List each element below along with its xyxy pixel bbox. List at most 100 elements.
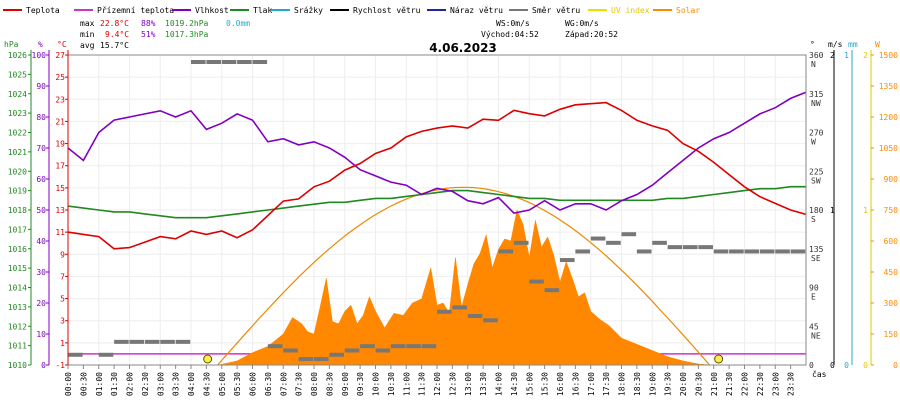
wind-direction-mark [175, 339, 191, 344]
axis-pressure-label: 1017 [8, 225, 27, 234]
legend-item-srazky[interactable]: Srážky [271, 6, 323, 15]
wind-direction-mark [252, 60, 268, 64]
x-tick-label: 05:00 [218, 372, 227, 396]
wind-direction-mark [283, 348, 298, 353]
axis-uv-label: 2 [863, 51, 868, 60]
legend-item-uv-index[interactable]: UV index [588, 6, 650, 15]
legend-item-rychlost-vetru[interactable]: Rychlost větru [330, 6, 421, 15]
axis-temperature-label: 7 [60, 272, 65, 281]
stat-sunrise: Východ:04:52 [481, 30, 539, 39]
legend-label: Rychlost větru [353, 6, 421, 15]
legend-item-smer-vetru[interactable]: Směr větru [509, 6, 580, 15]
x-tick-label: 20:00 [679, 372, 688, 396]
x-tick-label: 10:00 [372, 372, 381, 396]
series-pressure [67, 185, 806, 219]
wind-direction-mark [621, 232, 637, 237]
sunset-marker [714, 354, 724, 364]
legend-label: Tlak [253, 6, 272, 15]
legend: Teplota Přízemní teplota Vlhkost Tlak Sr… [3, 6, 700, 15]
x-tick-label: 03:30 [172, 372, 181, 396]
axis-uv-label: 1 [863, 206, 868, 215]
wind-direction-mark [206, 60, 221, 64]
x-tick-label: 02:00 [126, 372, 135, 396]
axis-rain-label: 1 [844, 51, 849, 60]
x-tick-label: 01:30 [110, 372, 119, 396]
axis-solar-label: 1050 [879, 144, 898, 153]
axis-humidity-label: 40 [36, 237, 46, 246]
wind-direction-mark [775, 249, 790, 254]
wind-direction-mark [375, 348, 391, 353]
series-humidity [67, 91, 807, 214]
wind-direction-mark [129, 339, 145, 344]
x-tick-label: 04:00 [187, 372, 196, 396]
wind-direction-mark [729, 249, 744, 254]
legend-item-solar[interactable]: Solar [653, 6, 700, 15]
axis-temperature-label: 5 [60, 295, 65, 304]
axis-direction-compass: W [811, 138, 816, 147]
x-tick-label: 16:30 [571, 372, 580, 396]
x-tick-label: 18:30 [633, 372, 642, 396]
axis-direction-label: 90 [809, 284, 819, 293]
axis-temperature-label: 27 [55, 51, 65, 60]
x-tick-label: 05:30 [233, 372, 242, 396]
axis-unit-pressure: hPa [4, 40, 19, 49]
legend-item-prizemni-teplota[interactable]: Přízemní teplota [74, 6, 174, 15]
wind-direction-mark [329, 352, 344, 357]
wind-direction-mark [98, 352, 114, 357]
wind-direction-mark [360, 344, 375, 349]
axis-unit-humidity: % [38, 40, 43, 49]
x-tick-label: 08:30 [325, 372, 334, 396]
wind-direction-mark [790, 249, 806, 254]
wind-direction-mark [114, 339, 129, 344]
sunrise-marker [203, 354, 213, 364]
wind-direction-mark [452, 305, 467, 310]
wind-direction-mark [144, 339, 160, 344]
axis-pressure-label: 1021 [8, 148, 27, 157]
x-tick-label: 09:30 [356, 372, 365, 396]
wind-direction-mark [544, 288, 560, 293]
axis-unit-solar: W [875, 40, 880, 49]
legend-item-teplota[interactable]: Teplota [3, 6, 60, 15]
wind-direction-mark [68, 352, 83, 357]
wind-direction-mark [314, 357, 329, 362]
x-tick-label: 10:30 [387, 372, 396, 396]
axis-uv-label: 0 [863, 361, 868, 370]
temperature-line [67, 101, 807, 250]
legend-item-tlak[interactable]: Tlak [230, 6, 272, 15]
legend-item-vlhkost[interactable]: Vlhkost [172, 6, 229, 15]
series-temperature [67, 101, 807, 250]
axis-temperature-label: 15 [55, 184, 65, 193]
x-tick-label: 13:00 [464, 372, 473, 396]
axis-pressure-label: 1018 [8, 206, 27, 215]
axis-pressure-label: 1013 [8, 303, 27, 312]
wind-direction-mark [221, 60, 237, 64]
axis-direction-label: 315 [809, 90, 824, 99]
stat-avg-temp: 15.7°C [100, 41, 129, 50]
wind-direction-mark [606, 240, 621, 245]
axis-direction-label: 180 [809, 206, 824, 215]
wind-direction-mark [467, 314, 483, 319]
axis-solar-label: 750 [884, 206, 899, 215]
wind-direction-mark [390, 344, 406, 349]
x-tick-label: 20:30 [694, 372, 703, 396]
axis-humidity-label: 0 [41, 361, 46, 370]
stat-min-label: min [80, 30, 95, 39]
stat-avg-label: avg [80, 41, 95, 50]
x-tick-label: 00:30 [79, 372, 88, 396]
wind-direction-mark [698, 245, 713, 250]
solar-area [218, 209, 711, 366]
axis-solar-label: 1350 [879, 82, 898, 91]
legend-item-naraz-vetru[interactable]: Náraz větru [427, 6, 503, 15]
axis-temperature-label: 3 [60, 317, 65, 326]
axis-humidity-label: 100 [32, 51, 47, 60]
axis-direction-label: 225 [809, 167, 824, 176]
x-tick-label: 08:00 [310, 372, 319, 396]
wind-direction-mark [560, 258, 575, 263]
axis-temperature-label: -1 [55, 361, 65, 370]
x-tick-label: 03:00 [156, 372, 165, 396]
stat-wind-speed: WS:0m/s [496, 19, 530, 28]
x-tick-label: 06:30 [264, 372, 273, 396]
axis-solar-label: 300 [884, 299, 899, 308]
wind-direction-mark [652, 240, 667, 245]
stat-max-label: max [80, 19, 95, 28]
